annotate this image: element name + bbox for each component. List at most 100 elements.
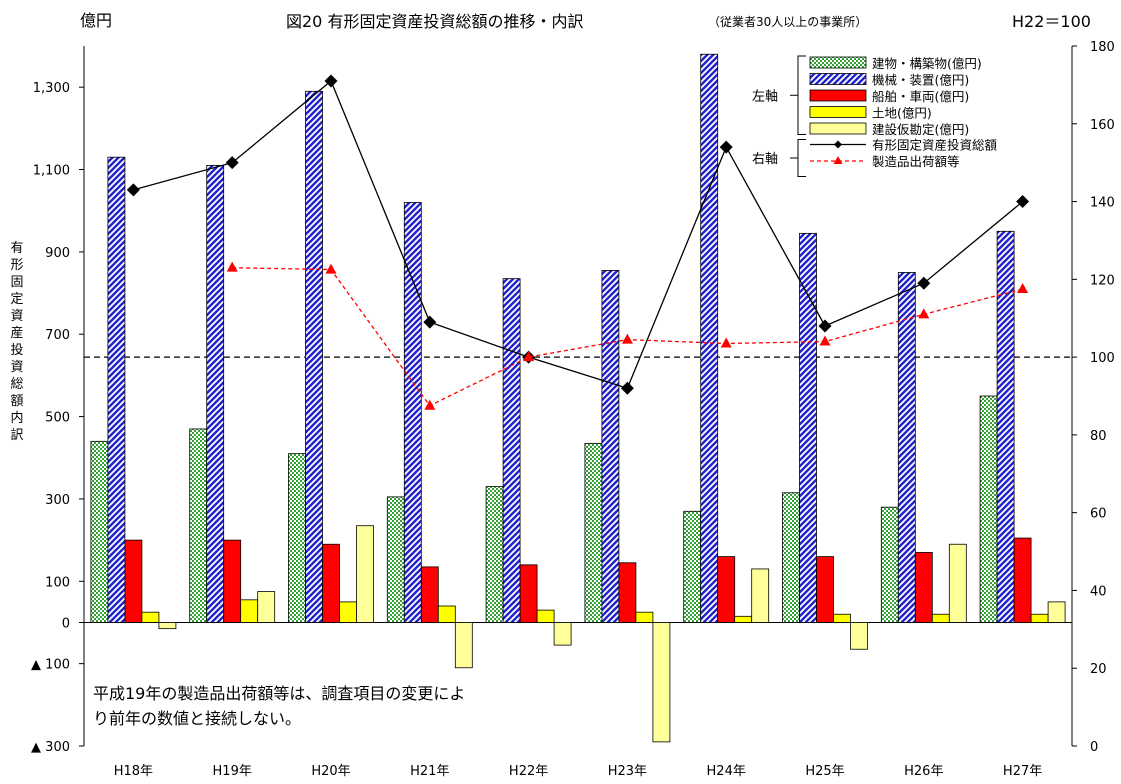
line-point — [424, 399, 436, 410]
x-tick-label: H19年 — [213, 764, 252, 779]
bar — [454, 622, 473, 669]
left-tick-label: 500 — [45, 411, 70, 426]
bar — [339, 601, 357, 623]
bar — [305, 90, 323, 623]
x-tick-label: H22年 — [509, 764, 548, 779]
bar — [833, 613, 851, 623]
bar — [717, 556, 736, 623]
chart-title: 図20 有形固定資産投資総額の推移・内訳 — [286, 12, 583, 31]
line-point — [720, 337, 732, 348]
right-tick-label: 40 — [1090, 584, 1107, 599]
right-tick-label: 180 — [1090, 40, 1115, 55]
right-tick-label: 80 — [1090, 429, 1107, 444]
left-tick-label: ▲ 300 — [31, 740, 70, 755]
legend-label: 製造品出荷額等 — [872, 154, 960, 169]
bar — [996, 230, 1015, 623]
bar — [257, 591, 276, 623]
bar — [107, 156, 126, 623]
bar — [584, 442, 603, 623]
bar — [356, 525, 374, 623]
line-point — [324, 74, 338, 88]
index-note: H22＝100 — [1012, 12, 1091, 31]
right-tick-label: 120 — [1090, 273, 1115, 288]
bar — [601, 270, 620, 623]
line-point — [819, 335, 831, 346]
bar — [437, 605, 456, 623]
bar — [914, 552, 933, 623]
line-point — [225, 156, 239, 170]
bar — [683, 510, 702, 623]
bar — [386, 496, 405, 623]
bar — [322, 543, 340, 623]
bar — [700, 53, 719, 623]
bar — [799, 232, 817, 623]
right-tick-label: 60 — [1090, 507, 1107, 522]
bar — [158, 622, 177, 630]
line-point — [126, 183, 140, 197]
bar — [618, 562, 637, 623]
bar — [816, 556, 834, 623]
bar — [751, 568, 770, 623]
bar — [240, 599, 259, 623]
bar — [403, 202, 422, 623]
legend-label: 船舶・車両(億円) — [872, 89, 969, 104]
bar — [782, 492, 800, 623]
bar — [189, 428, 208, 623]
left-unit-label: 億円 — [80, 11, 112, 30]
left-tick-label: 0 — [62, 616, 70, 631]
legend-background — [804, 48, 1058, 191]
right-tick-label: 0 — [1090, 740, 1098, 755]
line-point — [423, 315, 437, 329]
bar — [223, 539, 242, 623]
line-point — [1016, 195, 1030, 209]
x-tick-label: H26年 — [904, 764, 943, 779]
bar — [948, 543, 967, 623]
legend-label: 建設仮勘定(億円) — [872, 122, 969, 137]
legend-label: 有形固定資産投資総額 — [872, 138, 998, 153]
bar — [979, 395, 998, 623]
left-tick-label: 700 — [45, 328, 70, 343]
x-tick-label: H23年 — [608, 764, 647, 779]
legend-swatch — [809, 56, 867, 69]
bar — [206, 165, 225, 623]
line-point — [917, 276, 931, 290]
annotation-note: 平成19年の製造品出荷額等は、調査項目の変更により前年の数値と接続しない。 — [93, 684, 466, 728]
line-point — [620, 381, 634, 395]
x-tick-label: H18年 — [114, 764, 153, 779]
x-tick-label: H20年 — [311, 764, 350, 779]
bar — [553, 622, 572, 646]
legend-marker — [834, 140, 842, 149]
legend-label: 機械・装置(億円) — [872, 73, 969, 88]
right-tick-label: 140 — [1090, 196, 1115, 211]
bar — [1047, 601, 1066, 623]
bar — [536, 609, 555, 623]
bar — [931, 613, 950, 623]
line-point — [325, 263, 337, 274]
bar — [519, 564, 538, 623]
bar — [652, 622, 671, 743]
bar — [635, 611, 654, 623]
left-tick-label: 1,300 — [33, 81, 70, 96]
bar — [1030, 613, 1049, 623]
legend-swatch — [809, 89, 867, 102]
bar — [1013, 537, 1032, 623]
left-tick-label: 100 — [45, 575, 70, 590]
line-point — [818, 319, 832, 333]
series-line — [133, 79, 1024, 389]
legend-swatch — [809, 122, 867, 135]
line-point — [621, 333, 633, 344]
bar — [485, 486, 504, 623]
legend-group-right-label: 右軸 — [752, 152, 778, 167]
bar — [880, 506, 899, 623]
legend-label: 建物・構築物(億円) — [872, 56, 982, 71]
legend-swatch — [809, 73, 867, 85]
left-tick-label: 300 — [45, 493, 70, 508]
line-point — [523, 351, 535, 362]
bar — [288, 453, 306, 623]
bar — [502, 278, 521, 623]
x-tick-label: H25年 — [805, 764, 844, 779]
legend-swatch — [809, 106, 867, 118]
x-tick-label: H21年 — [410, 764, 449, 779]
